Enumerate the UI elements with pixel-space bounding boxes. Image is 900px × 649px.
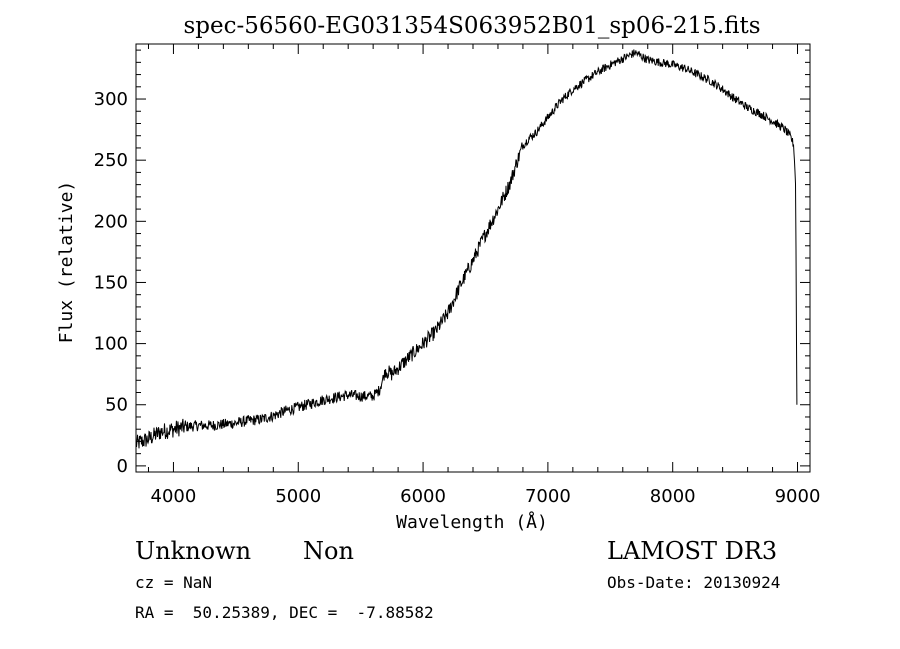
ra-dec-coords: RA = 50.25389, DEC = -7.88582 — [135, 603, 434, 622]
x-tick-label: 5000 — [275, 486, 321, 507]
y-tick-label: 300 — [94, 89, 128, 110]
y-tick-label: 0 — [117, 456, 128, 477]
x-axis-ticks: 4000 5000 6000 7000 8000 9000 — [147, 44, 821, 507]
x-tick-label: 7000 — [525, 486, 571, 507]
y-tick-label: 100 — [94, 334, 128, 355]
chart-title: spec-56560-EG031354S063952B01_sp06-215.f… — [183, 13, 760, 39]
series-layer — [135, 49, 798, 449]
object-class: Unknown — [135, 537, 252, 565]
series-line-flux — [135, 49, 798, 449]
y-axis-ticks: 0 50 100 150 200 250 300 — [94, 49, 810, 477]
x-tick-label: 9000 — [775, 486, 821, 507]
object-subclass: Non — [303, 537, 354, 565]
y-tick-label: 150 — [94, 272, 128, 293]
y-axis-label: Flux (relative) — [56, 181, 77, 344]
y-tick-label: 50 — [105, 395, 128, 416]
x-tick-label: 6000 — [400, 486, 446, 507]
x-tick-label: 8000 — [650, 486, 696, 507]
y-tick-label: 200 — [94, 211, 128, 232]
redshift-cz: cz = NaN — [135, 573, 213, 592]
x-tick-label: 4000 — [151, 486, 197, 507]
x-axis-label: Wavelength (Å) — [396, 511, 548, 533]
obs-date: Obs-Date: 20130924 — [607, 573, 781, 592]
y-tick-label: 250 — [94, 150, 128, 171]
survey-name: LAMOST DR3 — [607, 537, 778, 565]
